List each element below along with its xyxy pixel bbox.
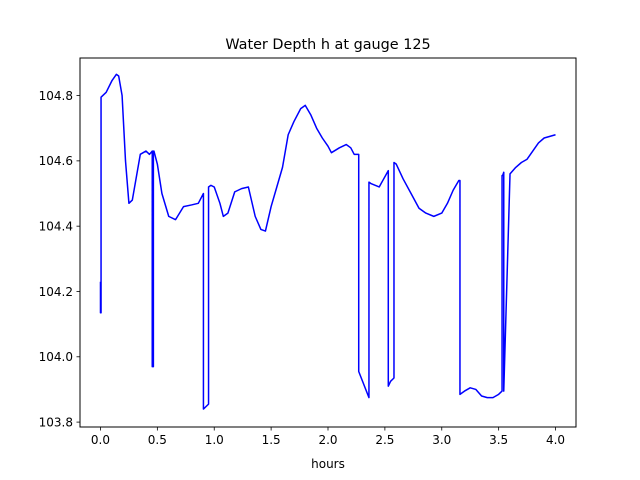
x-tick-label: 4.0 xyxy=(546,433,565,447)
x-tick-label: 3.0 xyxy=(432,433,451,447)
x-tick-label: 2.5 xyxy=(375,433,394,447)
y-axis: 103.8 104.0 104.2 104.4 104.6 104.8 xyxy=(39,89,80,429)
x-tick-label: 2.0 xyxy=(318,433,337,447)
y-tick-label: 103.8 xyxy=(39,415,73,429)
y-tick-label: 104.6 xyxy=(39,154,73,168)
y-tick-label: 104.2 xyxy=(39,285,73,299)
y-tick-label: 104.4 xyxy=(39,219,73,233)
chart-title: Water Depth h at gauge 125 xyxy=(225,37,430,53)
series-line xyxy=(99,73,556,410)
y-tick-label: 104.0 xyxy=(39,350,73,364)
x-tick-label: 0.0 xyxy=(91,433,110,447)
y-tick-label: 104.8 xyxy=(39,89,73,103)
x-tick-label: 3.5 xyxy=(489,433,508,447)
x-tick-label: 1.5 xyxy=(262,433,281,447)
x-tick-label: 0.5 xyxy=(148,433,167,447)
x-axis: 0.0 0.5 1.0 1.5 2.0 2.5 3.0 3.5 4.0 xyxy=(91,427,565,447)
x-axis-label: hours xyxy=(311,457,345,471)
x-tick-label: 1.0 xyxy=(205,433,224,447)
